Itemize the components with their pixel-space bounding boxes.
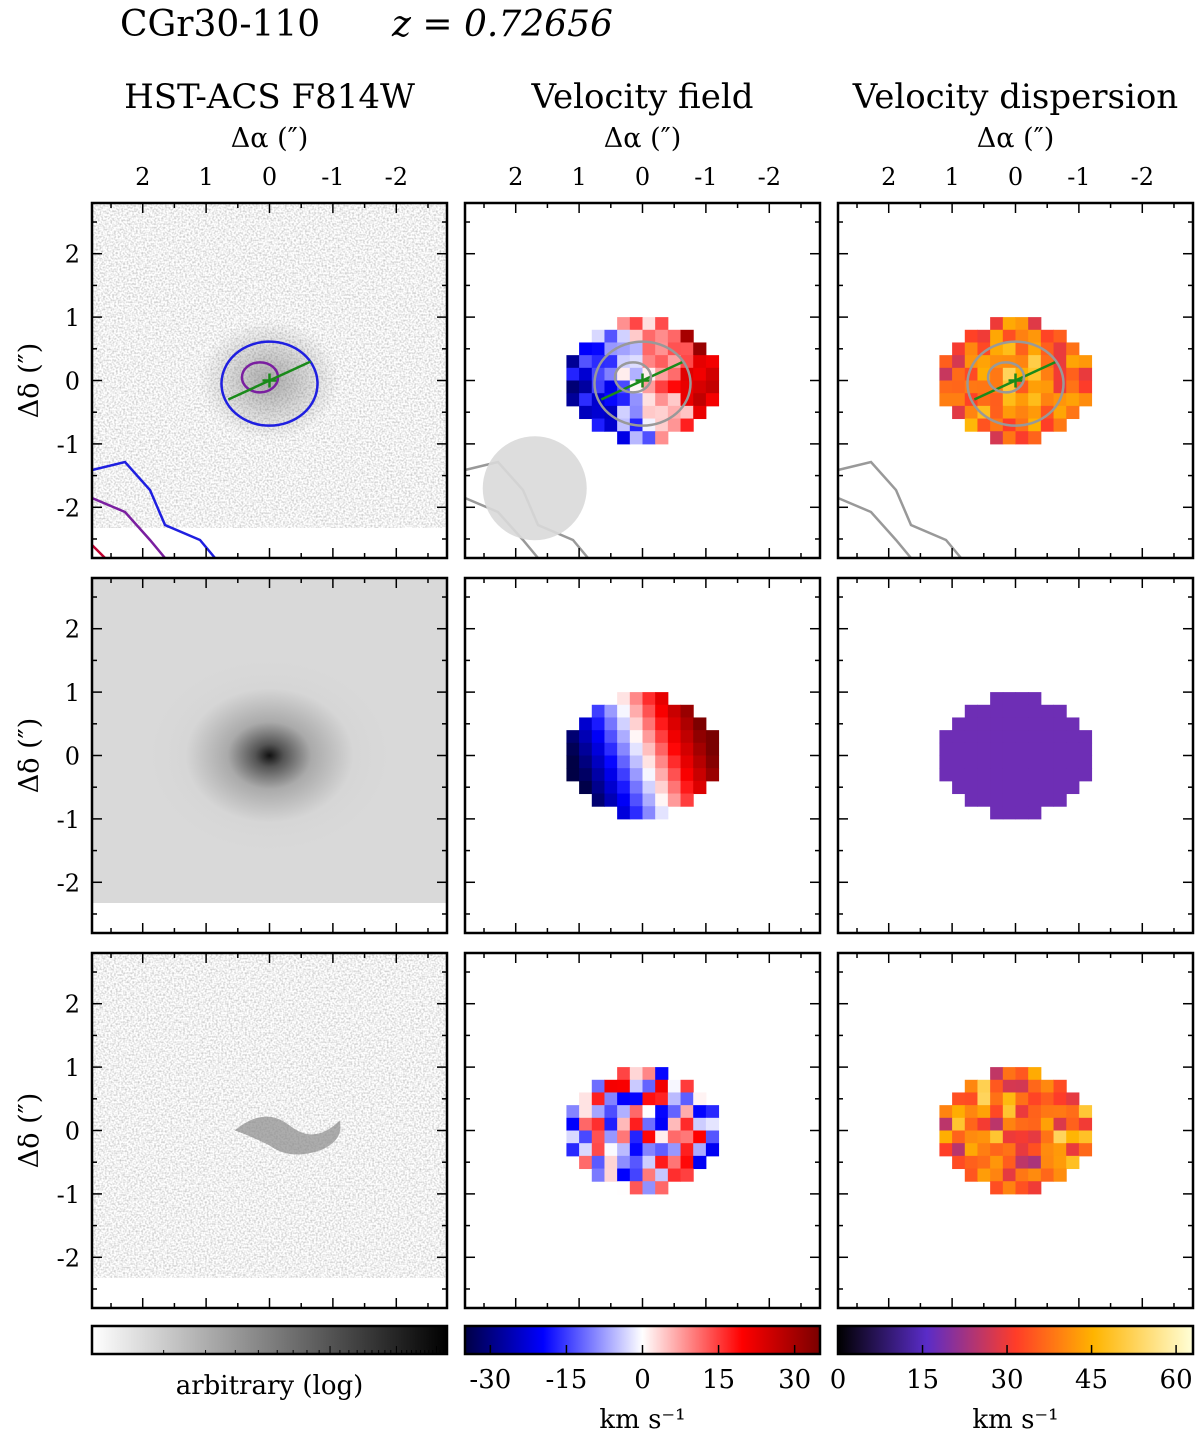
y-tick-label: -1 <box>57 431 80 459</box>
colorbar-tick-label: 0 <box>830 1365 847 1395</box>
x-tick-label: -1 <box>1067 163 1090 191</box>
x-tick-label: 0 <box>635 163 650 191</box>
colorbar-tick-label: 45 <box>1075 1365 1108 1395</box>
y-tick-label: -1 <box>57 806 80 834</box>
gray-contours-2 <box>837 340 1065 559</box>
panel-frame-r1-c2 <box>836 576 1195 935</box>
x-tick-label: -1 <box>321 163 344 191</box>
velocity-residual-map <box>566 1067 720 1195</box>
colorbar-tick-label: 30 <box>991 1365 1024 1395</box>
y-tick-label: 0 <box>65 368 80 396</box>
colorbar-label-0: arbitrary (log) <box>176 1371 364 1401</box>
dispersion-residual-map <box>939 1067 1093 1195</box>
y-tick-label: 0 <box>65 1118 80 1146</box>
colorbar-2: 0 15 30 45 60 km s⁻¹ <box>830 1324 1195 1435</box>
y-tick-label: 2 <box>65 241 80 269</box>
panel-frames <box>90 201 1195 1310</box>
y-tick-label: -2 <box>57 494 80 522</box>
panel-frame-r2-c1 <box>463 951 822 1310</box>
y-axis-label-0: Δδ (″) <box>14 343 45 419</box>
y-axis-label-1: Δδ (″) <box>14 718 45 794</box>
colorbar-tick-label: 15 <box>702 1365 735 1395</box>
panel-frame-r2-c2 <box>836 951 1195 1310</box>
psf-circle <box>482 436 587 541</box>
colorbars: arbitrary (log) -30 -15 0 15 30 km s⁻¹ 0 15 30 45 6… <box>90 1324 1195 1435</box>
column-title-0: HST-ACS F814W <box>124 77 415 117</box>
x-tick-label: -1 <box>694 163 717 191</box>
x-axis-label-1: Δα (″) <box>604 123 681 154</box>
column-title-2: Velocity dispersion <box>852 77 1178 117</box>
panel-frame-r0-c0 <box>90 201 449 560</box>
colorbar-tick-label: -30 <box>469 1365 511 1395</box>
x-tick-label: 1 <box>944 163 959 191</box>
panel-frame-r1-c1 <box>463 576 822 935</box>
x-tick-label: -2 <box>385 163 408 191</box>
x-tick-label: 1 <box>198 163 213 191</box>
y-tick-label: -2 <box>57 1244 80 1272</box>
y-tick-label: -2 <box>57 869 80 897</box>
velocity-model-map <box>566 692 720 820</box>
x-axis-label-0: Δα (″) <box>231 123 308 154</box>
y-tick-label: 1 <box>65 1054 80 1082</box>
x-tick-label: 1 <box>571 163 586 191</box>
velocity-observed-map <box>566 317 720 445</box>
dispersion-observed-map <box>939 317 1093 445</box>
x-tick-label: 0 <box>1008 163 1023 191</box>
colorbar-label-1: km s⁻¹ <box>599 1405 685 1435</box>
x-tick-label: 2 <box>508 163 523 191</box>
kinematic-axis-2 <box>973 360 1058 401</box>
colorbar-tick-label: 15 <box>906 1365 939 1395</box>
x-tick-label: -2 <box>1131 163 1154 191</box>
hst-model-image <box>92 578 447 903</box>
y-tick-label: 2 <box>65 616 80 644</box>
hst-observed-image <box>92 203 447 528</box>
x-tick-label: 2 <box>135 163 150 191</box>
colorbar-label-2: km s⁻¹ <box>972 1405 1058 1435</box>
kinematic-axis-1 <box>600 360 685 401</box>
colorbar-tick-label: 60 <box>1160 1365 1193 1395</box>
y-tick-label: 2 <box>65 991 80 1019</box>
panel-images <box>92 203 1093 1278</box>
dispersion-model-map <box>939 692 1093 820</box>
y-tick-label: 1 <box>65 304 80 332</box>
x-tick-label: 0 <box>262 163 277 191</box>
panel-frame-r0-c1 <box>463 201 822 560</box>
colorbar-tick-label: -15 <box>545 1365 587 1395</box>
panel-frame-r1-c0 <box>90 576 449 935</box>
y-tick-label: -1 <box>57 1181 80 1209</box>
x-tick-label: 2 <box>881 163 896 191</box>
colorbar-1: -30 -15 0 15 30 km s⁻¹ <box>463 1324 822 1435</box>
object-name: CGr30-110 <box>120 4 320 45</box>
x-axis-label-2: Δα (″) <box>977 123 1054 154</box>
hst-residual-image <box>92 953 447 1278</box>
panel-frame-r2-c0 <box>90 951 449 1310</box>
column-title-1: Velocity field <box>531 77 754 117</box>
colorbar-tick-label: 30 <box>778 1365 811 1395</box>
redshift-label: z = 0.72656 <box>391 4 613 45</box>
colorbar-0: arbitrary (log) <box>90 1324 449 1401</box>
panel-frame-r0-c2 <box>836 201 1195 560</box>
x-tick-label: -2 <box>758 163 781 191</box>
kinematic-axis-0 <box>227 360 312 401</box>
y-tick-label: 0 <box>65 743 80 771</box>
colorbar-tick-label: 0 <box>634 1365 651 1395</box>
y-axis-label-2: Δδ (″) <box>14 1093 45 1169</box>
column-titles: HST-ACS F814W Δα (″) 2 1 0 -1 -2 Velocity field… <box>14 77 1178 1272</box>
y-tick-label: 1 <box>65 679 80 707</box>
panel-overlays <box>92 340 1065 559</box>
